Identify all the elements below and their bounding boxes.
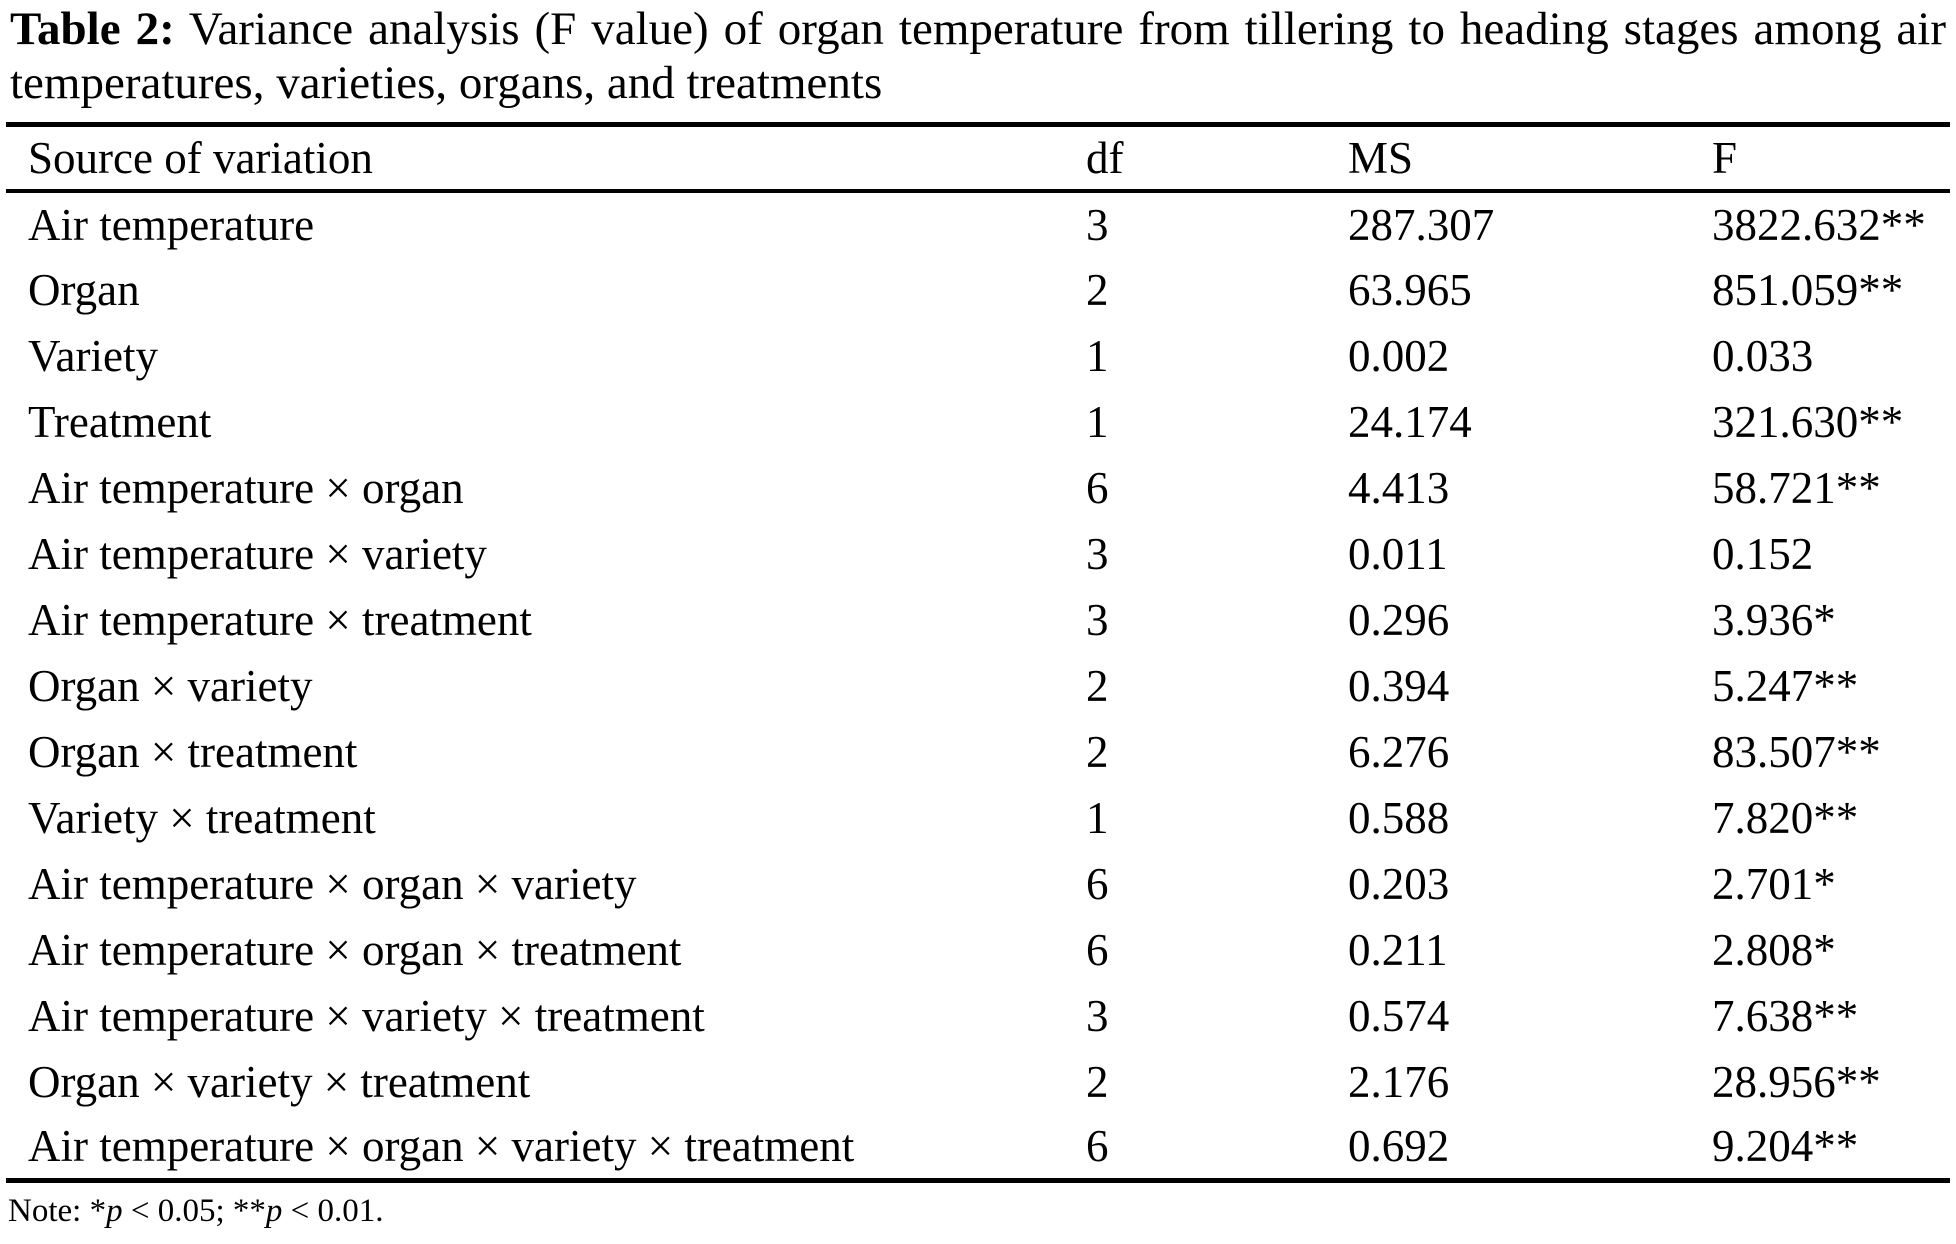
- table-row: Organ × treatment 2 6.276 83.507**: [6, 719, 1950, 785]
- cell-source: Air temperature × organ × variety × trea…: [28, 1121, 855, 1172]
- cell-f: 58.721**: [1712, 462, 1881, 513]
- cell-f: 9.204**: [1712, 1121, 1859, 1172]
- cell-ms: 4.413: [1348, 462, 1450, 513]
- cell-ms: 6.276: [1348, 726, 1450, 777]
- cell-f: 3.936*: [1712, 594, 1836, 645]
- cell-df: 3: [1086, 594, 1109, 645]
- cell-ms: 0.394: [1348, 660, 1450, 711]
- cell-ms: 2.176: [1348, 1056, 1450, 1107]
- cell-source: Variety × treatment: [28, 792, 376, 843]
- note-p-symbol: p: [106, 1193, 123, 1229]
- cell-df: 3: [1086, 199, 1109, 250]
- cell-df: 2: [1086, 1056, 1109, 1107]
- cell-df: 6: [1086, 462, 1109, 513]
- anova-table: Source of variation df MS F Air temperat…: [6, 122, 1950, 1183]
- col-header-source: Source of variation: [28, 132, 373, 183]
- cell-source: Organ × variety × treatment: [28, 1056, 531, 1107]
- anova-table-header: Source of variation df MS F: [6, 125, 1950, 191]
- cell-ms: 0.002: [1348, 330, 1450, 381]
- cell-f: 83.507**: [1712, 726, 1881, 777]
- table-caption: Table 2: Variance analysis (F value) of o…: [10, 2, 1946, 110]
- table-row: Air temperature × organ × variety × trea…: [6, 1115, 1950, 1181]
- table-row: Treatment 1 24.174 321.630**: [6, 389, 1950, 455]
- note-end: < 0.01.: [282, 1193, 384, 1229]
- col-header-ms: MS: [1348, 132, 1414, 183]
- note-p-symbol: p: [265, 1193, 283, 1229]
- cell-source: Air temperature × treatment: [28, 594, 532, 645]
- cell-df: 6: [1086, 1121, 1109, 1172]
- cell-f: 321.630**: [1712, 396, 1904, 447]
- cell-source: Organ × treatment: [28, 726, 358, 777]
- cell-ms: 0.692: [1348, 1121, 1450, 1172]
- cell-source: Organ: [28, 264, 140, 315]
- cell-ms: 0.588: [1348, 792, 1450, 843]
- table-row: Variety 1 0.002 0.033: [6, 323, 1950, 389]
- cell-ms: 287.307: [1348, 199, 1495, 250]
- cell-ms: 24.174: [1348, 396, 1472, 447]
- table-row: Air temperature 3 287.307 3822.632**: [6, 191, 1950, 257]
- table-caption-text: Variance analysis (F value) of organ tem…: [10, 3, 1946, 109]
- table-row: Air temperature × treatment 3 0.296 3.93…: [6, 587, 1950, 653]
- cell-df: 2: [1086, 660, 1109, 711]
- anova-table-body: Air temperature 3 287.307 3822.632** Org…: [6, 191, 1950, 1181]
- cell-df: 2: [1086, 264, 1109, 315]
- table-row: Organ × variety 2 0.394 5.247**: [6, 653, 1950, 719]
- table-note: Note: *p < 0.05; **p < 0.01.: [8, 1191, 1948, 1231]
- note-mid: < 0.05; **: [122, 1193, 266, 1229]
- cell-df: 1: [1086, 330, 1109, 381]
- cell-f: 7.820**: [1712, 792, 1859, 843]
- table-row: Air temperature × variety × treatment 3 …: [6, 983, 1950, 1049]
- note-prefix: Note: *: [8, 1193, 107, 1229]
- table-caption-label: Table 2:: [10, 3, 175, 55]
- cell-source: Air temperature × variety × treatment: [28, 990, 705, 1041]
- header-row: Source of variation df MS F: [6, 125, 1950, 191]
- cell-df: 6: [1086, 858, 1109, 909]
- cell-ms: 0.011: [1348, 528, 1448, 579]
- cell-f: 5.247**: [1712, 660, 1859, 711]
- cell-source: Air temperature × variety: [28, 528, 487, 579]
- cell-f: 0.152: [1712, 528, 1814, 579]
- cell-f: 851.059**: [1712, 264, 1904, 315]
- cell-f: 7.638**: [1712, 990, 1859, 1041]
- col-header-f: F: [1712, 132, 1738, 183]
- cell-df: 3: [1086, 990, 1109, 1041]
- cell-ms: 0.203: [1348, 858, 1450, 909]
- table-row: Organ 2 63.965 851.059**: [6, 257, 1950, 323]
- col-header-df: df: [1086, 132, 1124, 183]
- cell-ms: 63.965: [1348, 264, 1472, 315]
- cell-f: 2.808*: [1712, 924, 1836, 975]
- table-row: Air temperature × organ × treatment 6 0.…: [6, 917, 1950, 983]
- cell-source: Air temperature × organ: [28, 462, 464, 513]
- cell-source: Air temperature × organ × treatment: [28, 924, 682, 975]
- cell-f: 0.033: [1712, 330, 1814, 381]
- cell-ms: 0.574: [1348, 990, 1450, 1041]
- table-row: Variety × treatment 1 0.588 7.820**: [6, 785, 1950, 851]
- table-row: Air temperature × organ × variety 6 0.20…: [6, 851, 1950, 917]
- cell-df: 6: [1086, 924, 1109, 975]
- cell-ms: 0.296: [1348, 594, 1450, 645]
- cell-f: 3822.632**: [1712, 199, 1926, 250]
- table-row: Air temperature × variety 3 0.011 0.152: [6, 521, 1950, 587]
- cell-source: Variety: [28, 330, 158, 381]
- cell-ms: 0.211: [1348, 924, 1448, 975]
- cell-df: 3: [1086, 528, 1109, 579]
- cell-source: Air temperature: [28, 199, 315, 250]
- cell-df: 1: [1086, 792, 1109, 843]
- cell-source: Treatment: [28, 396, 212, 447]
- table-row: Organ × variety × treatment 2 2.176 28.9…: [6, 1049, 1950, 1115]
- cell-source: Organ × variety: [28, 660, 313, 711]
- table-row: Air temperature × organ 6 4.413 58.721**: [6, 455, 1950, 521]
- cell-df: 1: [1086, 396, 1109, 447]
- cell-f: 28.956**: [1712, 1056, 1881, 1107]
- cell-source: Air temperature × organ × variety: [28, 858, 637, 909]
- cell-f: 2.701*: [1712, 858, 1836, 909]
- cell-df: 2: [1086, 726, 1109, 777]
